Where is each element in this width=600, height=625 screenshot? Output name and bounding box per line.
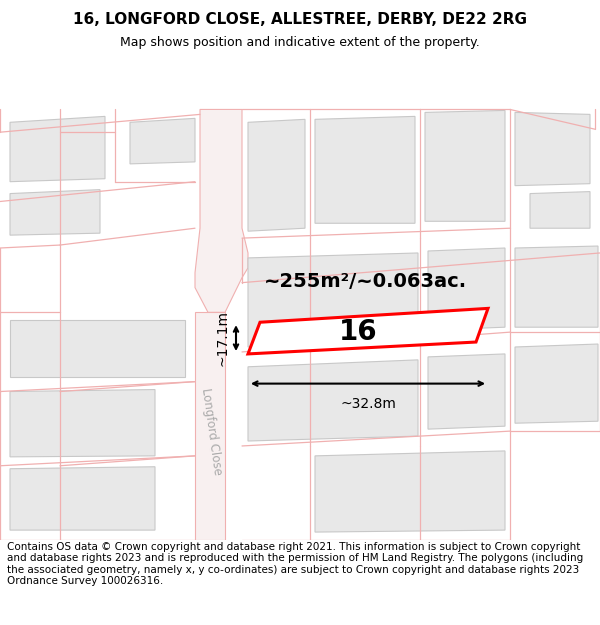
- Polygon shape: [425, 111, 505, 221]
- Polygon shape: [428, 248, 505, 330]
- Polygon shape: [248, 360, 418, 441]
- Polygon shape: [428, 354, 505, 429]
- Polygon shape: [515, 112, 590, 186]
- Polygon shape: [530, 192, 590, 228]
- Polygon shape: [10, 189, 100, 235]
- Polygon shape: [10, 320, 185, 377]
- Polygon shape: [10, 116, 105, 182]
- Polygon shape: [515, 344, 598, 423]
- Text: Map shows position and indicative extent of the property.: Map shows position and indicative extent…: [120, 36, 480, 49]
- Polygon shape: [248, 119, 305, 231]
- Text: Longford Close: Longford Close: [199, 387, 224, 476]
- Text: 16: 16: [338, 318, 377, 346]
- Text: ~17.1m: ~17.1m: [216, 310, 230, 366]
- Polygon shape: [315, 116, 415, 223]
- Polygon shape: [248, 308, 488, 354]
- Polygon shape: [10, 389, 155, 457]
- Polygon shape: [248, 253, 418, 347]
- Polygon shape: [10, 467, 155, 530]
- Polygon shape: [515, 246, 598, 328]
- Text: 16, LONGFORD CLOSE, ALLESTREE, DERBY, DE22 2RG: 16, LONGFORD CLOSE, ALLESTREE, DERBY, DE…: [73, 12, 527, 27]
- Polygon shape: [195, 109, 248, 312]
- Text: ~255m²/~0.063ac.: ~255m²/~0.063ac.: [263, 272, 467, 291]
- Text: Contains OS data © Crown copyright and database right 2021. This information is : Contains OS data © Crown copyright and d…: [7, 542, 583, 586]
- Polygon shape: [315, 451, 505, 532]
- Text: ~32.8m: ~32.8m: [340, 398, 396, 411]
- Polygon shape: [130, 118, 195, 164]
- Polygon shape: [195, 312, 225, 540]
